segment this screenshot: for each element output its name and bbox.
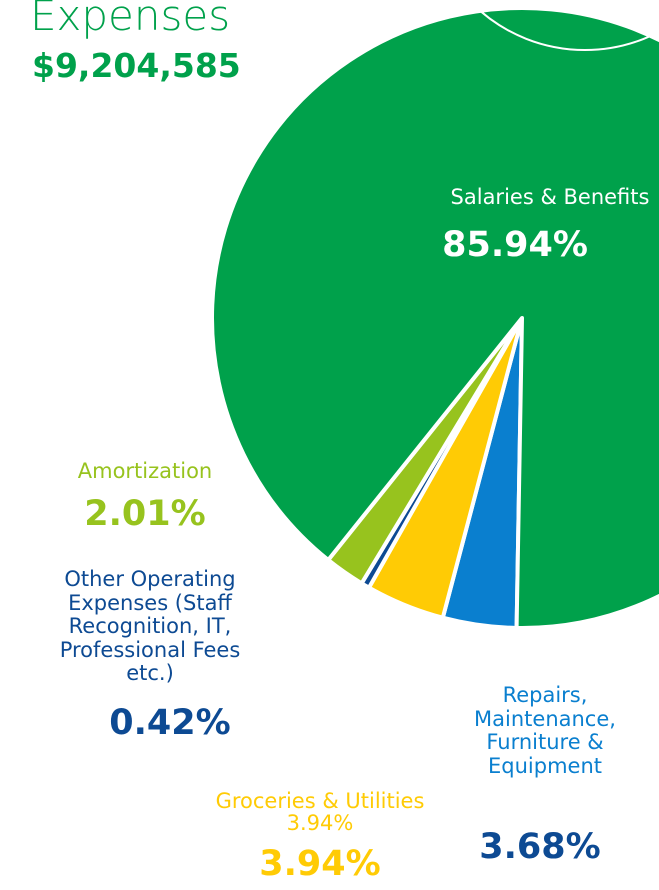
chart-title: Expenses bbox=[30, 0, 231, 40]
pie-slice bbox=[210, 6, 659, 630]
value-label: 2.01% bbox=[84, 494, 206, 534]
slice-label: Amortization bbox=[77, 459, 213, 483]
decor-circle bbox=[467, 0, 659, 51]
slice-label: Other Operating Expenses (Staff Recognit… bbox=[59, 567, 241, 686]
slice-label: Repairs, Maintenance, Furniture & Equipm… bbox=[474, 683, 616, 778]
chart-subtitle: $9,204,585 bbox=[32, 46, 241, 85]
value-label: 0.42% bbox=[109, 703, 231, 743]
value-label: 85.94% bbox=[442, 225, 588, 265]
slice-label: Groceries & Utilities 3.94% bbox=[215, 789, 425, 836]
value-label: 3.94% bbox=[259, 844, 381, 884]
value-label: 3.68% bbox=[479, 827, 601, 867]
pie bbox=[210, 6, 659, 630]
slice-label: Salaries & Benefits bbox=[450, 185, 650, 209]
